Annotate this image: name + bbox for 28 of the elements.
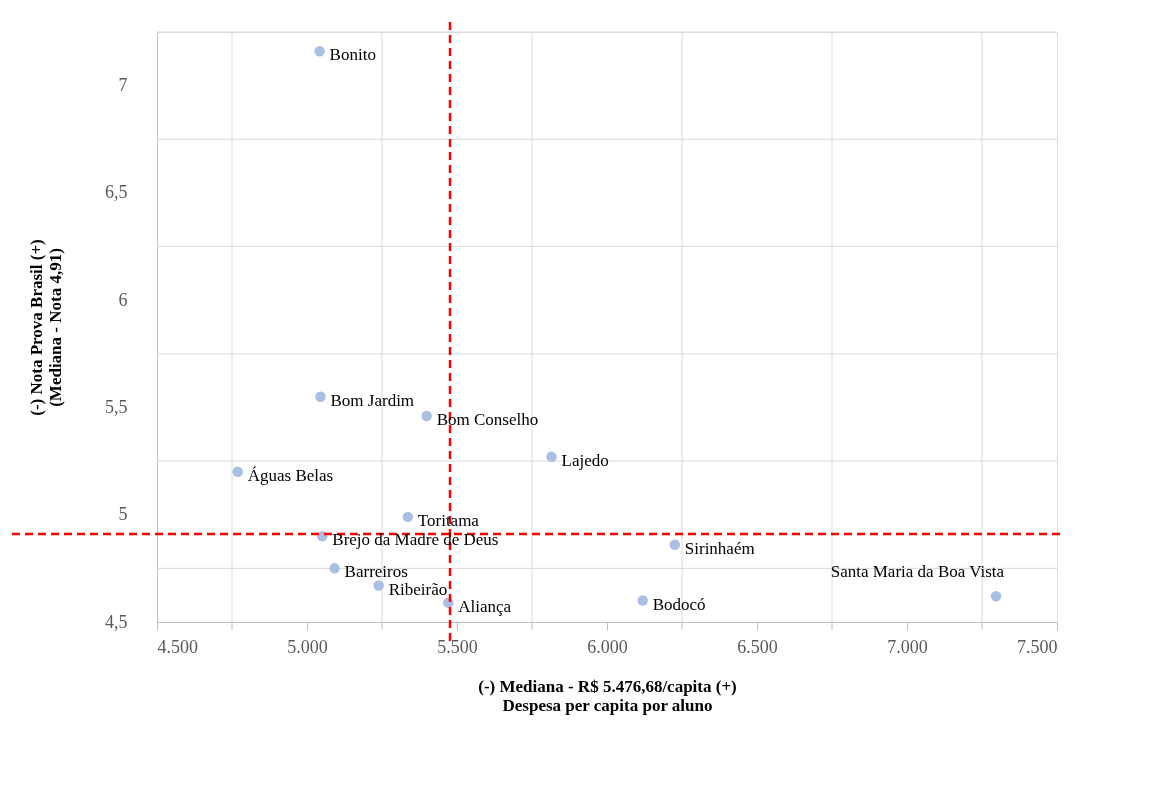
y-tick-label: 4,5	[105, 611, 128, 632]
y-axis-title: (-) Nota Prova Brasil (+) (Mediana - Nota 4,91)	[27, 239, 65, 416]
annotation: Toritama	[417, 510, 480, 530]
annotation: Lajedo	[561, 450, 609, 470]
x-axis-title: (-) Mediana - R$ 5.476,68/capita (+) Despesa per capita por aluno	[478, 676, 737, 715]
annotation: Brejo da Madre de Deus	[332, 530, 499, 550]
annotation: Bonito	[329, 45, 376, 65]
annotation: Bodocó	[652, 594, 706, 614]
y-tick-label: 7	[118, 75, 128, 96]
x-tick-label: 5.000	[287, 636, 328, 657]
x-tick-label: 7.500	[1017, 636, 1058, 657]
x-tick-label: 6.500	[737, 636, 778, 657]
annotation: Aliança	[458, 596, 512, 616]
y-tick-label: 6	[118, 289, 128, 310]
y-tick-label: 5,5	[105, 396, 128, 417]
x-tick-label: 6.000	[587, 636, 628, 657]
annotation: Barreiros	[344, 562, 408, 582]
x-tick-label: 4.500	[157, 636, 198, 657]
y-tick-label: 5	[118, 504, 128, 525]
x-tick-label: 5.500	[437, 636, 478, 657]
annotation: Santa Maria da Boa Vista	[830, 562, 1005, 582]
y-tick-label: 6,5	[105, 182, 128, 203]
annotation: Bom Jardim	[330, 390, 415, 410]
x-tick-label: 7.000	[887, 636, 928, 657]
annotation: Águas Belas	[247, 465, 334, 485]
annotation: Sirinhaém	[684, 538, 755, 558]
annotation: Ribeirão	[388, 579, 448, 599]
annotation: Bom Conselho	[436, 410, 539, 430]
